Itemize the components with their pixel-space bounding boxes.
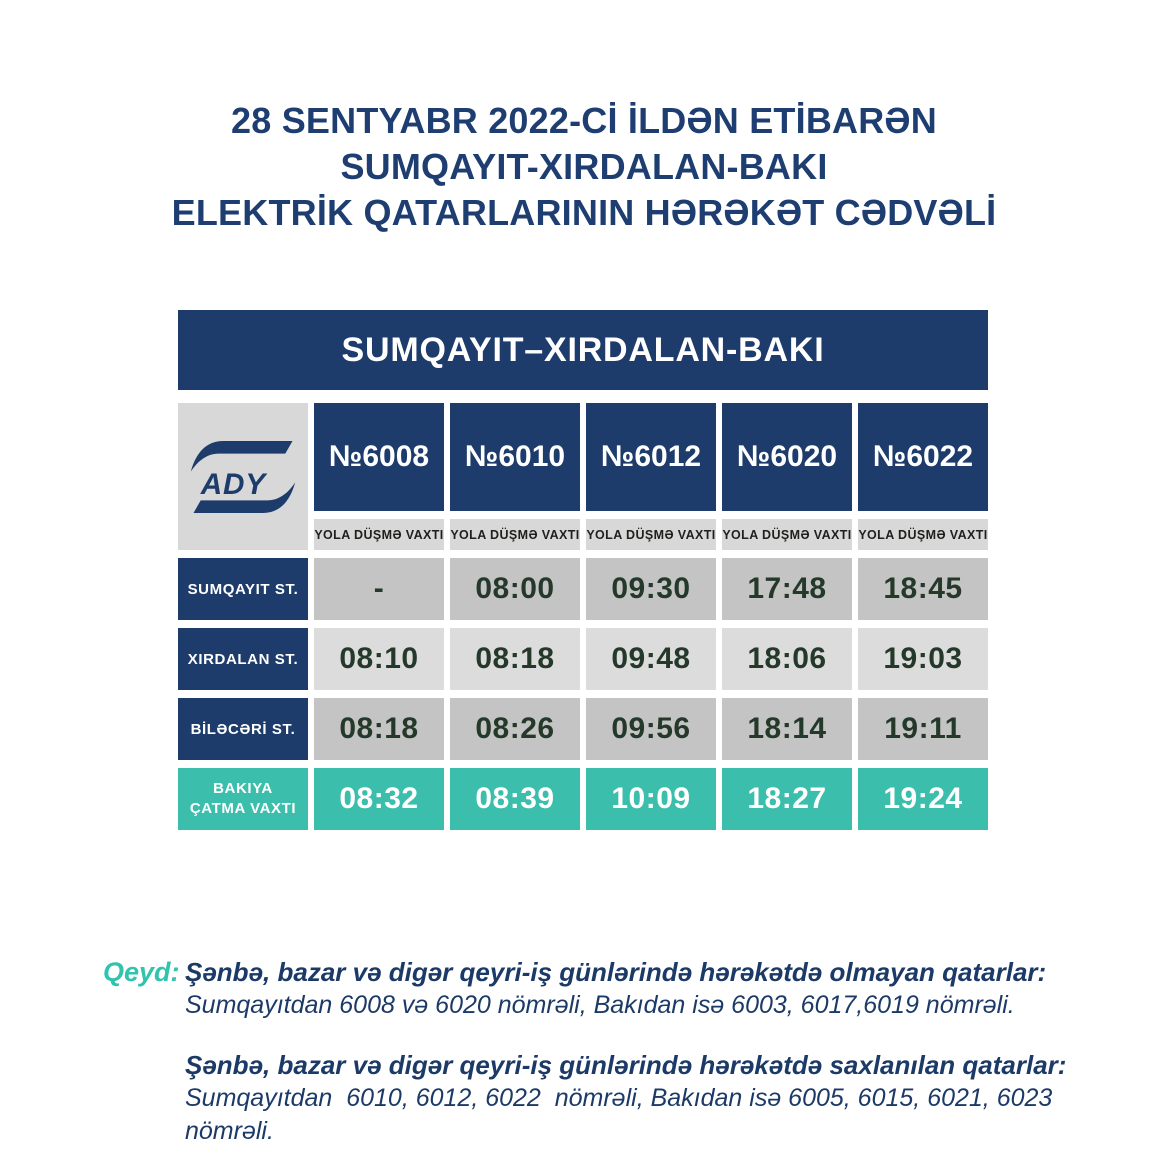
arrival-time-cell: 18:27 <box>722 768 852 830</box>
note-heading: Şənbə, bazar və digər qeyri-iş günlərind… <box>185 1050 1067 1080</box>
train-number-header: №6020 <box>722 403 852 511</box>
station-label-bilecheri: BİLƏCƏRİ ST. <box>178 698 308 760</box>
footnotes: Qeyd: Şənbə, bazar və digər qeyri-iş gün… <box>103 956 1143 1148</box>
note-item-not-running: Şənbə, bazar və digər qeyri-iş günlərind… <box>185 956 1143 1022</box>
note-heading: Şənbə, bazar və digər qeyri-iş günlərind… <box>185 957 1047 987</box>
arrival-time-cell: 19:24 <box>858 768 988 830</box>
departure-time-subheader: YOLA DÜŞMƏ VAXTI <box>314 519 444 550</box>
title-line-3: ELEKTRİK QATARLARININ HƏRƏKƏT CƏDVƏLİ <box>171 192 997 233</box>
time-cell: 08:18 <box>314 698 444 760</box>
arrival-baku-label-line-2: ÇATMA VAXTI <box>189 800 297 817</box>
note-detail: Sumqayıtdan 6008 və 6020 nömrəli, Bakıda… <box>185 991 1015 1019</box>
page-title: 28 SENTYABR 2022-Cİ İLDƏN ETİBARƏN SUMQA… <box>0 98 1168 236</box>
time-cell: 08:26 <box>450 698 580 760</box>
departure-time-subheader: YOLA DÜŞMƏ VAXTI <box>450 519 580 550</box>
arrival-baku-label: BAKIYA ÇATMA VAXTI <box>178 768 308 830</box>
arrival-time-cell: 10:09 <box>586 768 716 830</box>
arrival-time-cell: 08:39 <box>450 768 580 830</box>
note-label: Qeyd: <box>103 957 180 987</box>
arrival-time-cell: 08:32 <box>314 768 444 830</box>
time-cell: - <box>314 558 444 620</box>
note-detail: Sumqayıtdan 6010, 6012, 6022 nömrəli, Ba… <box>185 1084 1060 1145</box>
time-cell: 09:48 <box>586 628 716 690</box>
station-label-xirdalan: XIRDALAN ST. <box>178 628 308 690</box>
time-cell: 09:30 <box>586 558 716 620</box>
timetable: ADY №6008 №6010 №6012 №6020 №6022 YOLA D… <box>178 403 988 830</box>
time-cell: 08:10 <box>314 628 444 690</box>
time-cell: 18:45 <box>858 558 988 620</box>
note-body: Şənbə, bazar və digər qeyri-iş günlərind… <box>185 956 1143 1148</box>
time-cell: 08:18 <box>450 628 580 690</box>
train-number-header: №6012 <box>586 403 716 511</box>
station-label-sumqayit: SUMQAYIT ST. <box>178 558 308 620</box>
departure-time-subheader: YOLA DÜŞMƏ VAXTI <box>722 519 852 550</box>
time-cell: 18:14 <box>722 698 852 760</box>
route-banner-label: SUMQAYIT–XIRDALAN-BAKI <box>341 330 825 369</box>
time-cell: 08:00 <box>450 558 580 620</box>
title-line-1: 28 SENTYABR 2022-Cİ İLDƏN ETİBARƏN <box>231 100 937 141</box>
ady-logo-text: ADY <box>200 468 269 501</box>
ady-railways-logo-icon: ADY <box>190 440 296 513</box>
departure-time-subheader: YOLA DÜŞMƏ VAXTI <box>858 519 988 550</box>
time-cell: 18:06 <box>722 628 852 690</box>
departure-time-subheader: YOLA DÜŞMƏ VAXTI <box>586 519 716 550</box>
train-number-header: №6010 <box>450 403 580 511</box>
train-number-header: №6008 <box>314 403 444 511</box>
time-cell: 17:48 <box>722 558 852 620</box>
arrival-baku-label-line-1: BAKIYA <box>213 780 273 797</box>
route-banner: SUMQAYIT–XIRDALAN-BAKI <box>178 310 988 390</box>
train-number-header: №6022 <box>858 403 988 511</box>
note-item-kept-running: Şənbə, bazar və digər qeyri-iş günlərind… <box>185 1049 1143 1148</box>
time-cell: 19:03 <box>858 628 988 690</box>
title-line-2: SUMQAYIT-XIRDALAN-BAKI <box>340 146 828 187</box>
time-cell: 09:56 <box>586 698 716 760</box>
ady-logo-cell: ADY <box>178 403 308 550</box>
time-cell: 19:11 <box>858 698 988 760</box>
